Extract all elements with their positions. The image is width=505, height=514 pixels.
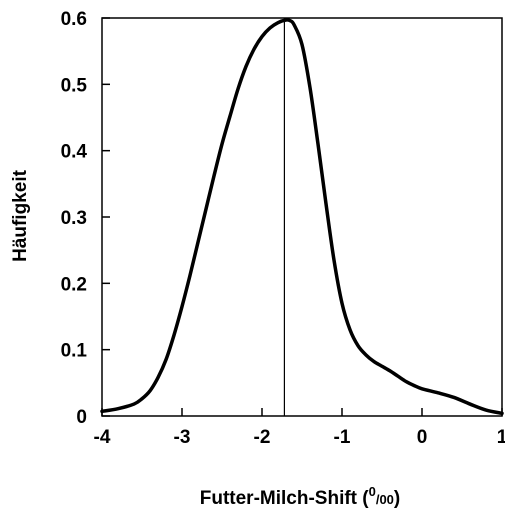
x-tick-label: 0: [417, 427, 428, 448]
plot-area-border: [101, 17, 503, 417]
y-axis-ticks: [102, 17, 110, 417]
y-tick-label: 0.5: [61, 75, 88, 96]
x-tick-label: -1: [334, 427, 351, 448]
y-tick-label: 0.6: [61, 9, 87, 30]
x-axis-title-text: Futter-Milch-Shift (: [200, 488, 370, 509]
x-tick-label: -4: [94, 427, 111, 448]
y-axis-tick-labels: 0 0.1 0.2 0.3 0.4 0.5 0.6: [61, 9, 88, 428]
x-axis-title: Futter-Milch-Shift (0/00): [200, 484, 401, 509]
x-axis-unit-denominator: /00: [376, 492, 394, 507]
x-axis-title-close: ): [394, 488, 400, 509]
y-axis-title: Häufigkeit: [10, 169, 31, 262]
plot-frame: [101, 17, 503, 417]
y-tick-label: 0.1: [61, 341, 88, 362]
y-tick-label: 0.2: [61, 274, 87, 295]
x-tick-label: -3: [174, 427, 191, 448]
density-curve: [100, 18, 504, 416]
svg-text:Futter-Milch-Shift (0/00): Futter-Milch-Shift (0/00): [200, 484, 401, 509]
x-tick-label: -2: [254, 427, 271, 448]
y-tick-label: 0: [76, 407, 87, 428]
x-axis-unit-numerator: 0: [369, 484, 376, 499]
x-axis-tick-labels: -4 -3 -2 -1 0 1: [94, 427, 505, 448]
y-tick-label: 0.3: [61, 208, 87, 229]
y-tick-label: 0.4: [61, 142, 88, 163]
x-tick-label: 1: [497, 427, 505, 448]
x-axis-ticks: [101, 408, 503, 416]
